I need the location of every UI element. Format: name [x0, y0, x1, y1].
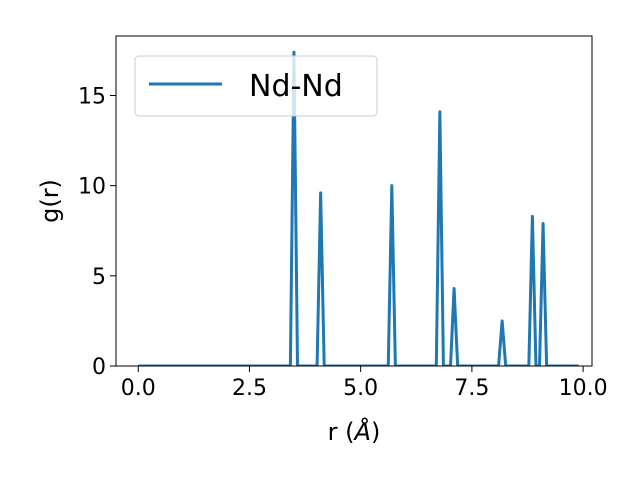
- series-line-0: [138, 50, 579, 366]
- legend-label: Nd-Nd: [249, 69, 343, 104]
- x-axis-label: r (Å): [328, 417, 381, 446]
- y-tick-label-1: 5: [92, 265, 106, 290]
- x-tick-label-2: 5.0: [343, 376, 378, 401]
- x-axis-ticks: 0.0 2.5 5.0 7.5 10.0: [121, 366, 608, 401]
- x-tick-label-4: 10.0: [559, 376, 608, 401]
- x-tick-label-3: 7.5: [454, 376, 489, 401]
- y-axis-label: g(r): [36, 179, 64, 223]
- series-layer: [138, 50, 579, 366]
- y-tick-label-0: 0: [92, 355, 106, 380]
- x-tick-label-0: 0.0: [121, 376, 156, 401]
- y-tick-label-3: 15: [78, 85, 106, 110]
- legend-box: [134, 55, 378, 117]
- legend: Nd-Nd: [134, 55, 378, 117]
- x-tick-label-1: 2.5: [232, 376, 267, 401]
- plot-frame: [115, 35, 593, 367]
- y-axis-ticks: 0 5 10 15: [78, 85, 116, 380]
- y-tick-label-2: 10: [78, 175, 106, 200]
